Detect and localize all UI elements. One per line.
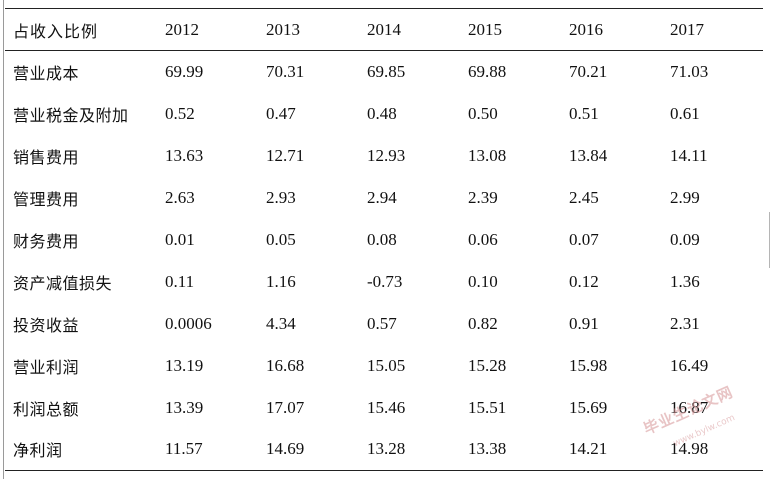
value-cell: 0.82 bbox=[468, 313, 498, 333]
value-cell: -0.73 bbox=[367, 271, 403, 291]
value-cell: 0.52 bbox=[165, 103, 195, 123]
value-cell: 0.47 bbox=[266, 103, 296, 123]
value-cell: 0.07 bbox=[569, 229, 599, 249]
row-label: 净利润 bbox=[5, 428, 157, 471]
value-cell: 0.48 bbox=[367, 103, 397, 123]
value-cell: 0.01 bbox=[165, 229, 195, 249]
row-label: 利润总额 bbox=[13, 399, 80, 419]
value-cell: 0.91 bbox=[569, 313, 599, 333]
table-row: 财务费用 0.01 0.05 0.08 0.06 0.07 0.09 bbox=[5, 219, 763, 261]
row-label: 销售费用 bbox=[13, 147, 80, 167]
table-row: 销售费用 13.63 12.71 12.93 13.08 13.84 14.11 bbox=[5, 135, 763, 177]
table-row: 营业利润 13.19 16.68 15.05 15.28 15.98 16.49 bbox=[5, 345, 763, 387]
value-cell: 0.06 bbox=[468, 229, 498, 249]
value-cell: 16.87 bbox=[670, 397, 709, 417]
value-cell: 13.39 bbox=[165, 397, 204, 417]
value-cell: 0.10 bbox=[468, 271, 498, 291]
value-cell: 15.98 bbox=[569, 355, 608, 375]
header-cell-year: 2015 bbox=[460, 8, 561, 51]
table-row: 资产减值损失 0.11 1.16 -0.73 0.10 0.12 1.36 bbox=[5, 261, 763, 303]
value-cell: 14.21 bbox=[561, 428, 662, 471]
header-cell-year: 2012 bbox=[157, 8, 258, 51]
row-label: 营业成本 bbox=[13, 63, 80, 83]
value-cell: 2.93 bbox=[266, 187, 296, 207]
value-cell: 0.12 bbox=[569, 271, 599, 291]
value-cell: 71.03 bbox=[670, 61, 709, 81]
value-cell: 2.94 bbox=[367, 187, 397, 207]
value-cell: 16.68 bbox=[266, 355, 305, 375]
value-cell: 0.05 bbox=[266, 229, 296, 249]
value-cell: 0.11 bbox=[165, 271, 195, 291]
value-cell: 2.99 bbox=[670, 187, 700, 207]
row-label: 营业税金及附加 bbox=[13, 105, 129, 125]
value-cell: 16.49 bbox=[670, 355, 709, 375]
row-label: 管理费用 bbox=[13, 189, 80, 209]
value-cell: 13.38 bbox=[460, 428, 561, 471]
value-cell: 4.34 bbox=[266, 313, 296, 333]
value-cell: 2.31 bbox=[670, 313, 700, 333]
value-cell: 0.61 bbox=[670, 103, 700, 123]
table-row: 净利润 11.57 14.69 13.28 13.38 14.21 14.98 bbox=[5, 428, 763, 471]
value-cell: 0.08 bbox=[367, 229, 397, 249]
value-cell: 2.45 bbox=[569, 187, 599, 207]
value-cell: 70.21 bbox=[569, 61, 608, 81]
table-header: 占收入比例 2012 2013 2014 2015 2016 2017 bbox=[5, 8, 763, 51]
value-cell: 12.93 bbox=[367, 145, 406, 165]
value-cell: 13.63 bbox=[165, 145, 204, 165]
value-cell: 0.51 bbox=[569, 103, 599, 123]
table-row: 营业税金及附加 0.52 0.47 0.48 0.50 0.51 0.61 bbox=[5, 93, 763, 135]
header-cell-year: 2013 bbox=[258, 8, 359, 51]
value-cell: 2.39 bbox=[468, 187, 498, 207]
value-cell: 0.50 bbox=[468, 103, 498, 123]
value-cell: 15.05 bbox=[367, 355, 406, 375]
row-label: 财务费用 bbox=[13, 231, 80, 251]
value-cell: 0.57 bbox=[367, 313, 397, 333]
value-cell: 69.88 bbox=[468, 61, 507, 81]
value-cell: 13.84 bbox=[569, 145, 608, 165]
page-left-rule bbox=[3, 0, 4, 479]
header-cell-label: 占收入比例 bbox=[5, 8, 157, 51]
value-cell: 15.28 bbox=[468, 355, 507, 375]
header-cell-year: 2014 bbox=[359, 8, 460, 51]
value-cell: 13.19 bbox=[165, 355, 204, 375]
value-cell: 12.71 bbox=[266, 145, 305, 165]
value-cell: 0.09 bbox=[670, 229, 700, 249]
table-row: 利润总额 13.39 17.07 15.46 15.51 15.69 16.87 bbox=[5, 387, 763, 429]
value-cell: 13.28 bbox=[359, 428, 460, 471]
row-label: 营业利润 bbox=[13, 357, 80, 377]
value-cell: 17.07 bbox=[266, 397, 305, 417]
value-cell: 15.46 bbox=[367, 397, 406, 417]
table-row: 营业成本 69.99 70.31 69.85 69.88 70.21 71.03 bbox=[5, 51, 763, 93]
value-cell: 14.98 bbox=[662, 428, 763, 471]
value-cell: 69.99 bbox=[165, 61, 204, 81]
value-cell: 1.16 bbox=[266, 271, 296, 291]
value-cell: 0.0006 bbox=[165, 313, 212, 333]
header-cell-year: 2016 bbox=[561, 8, 662, 51]
page-right-edge-mark bbox=[769, 212, 770, 268]
value-cell: 15.51 bbox=[468, 397, 507, 417]
table-body: 营业成本 69.99 70.31 69.85 69.88 70.21 71.03 营业税金及附… bbox=[5, 51, 763, 471]
financial-ratio-table: 占收入比例 2012 2013 2014 2015 2016 2017 营业成本… bbox=[5, 8, 763, 471]
value-cell: 70.31 bbox=[266, 61, 305, 81]
value-cell: 69.85 bbox=[367, 61, 406, 81]
value-cell: 2.63 bbox=[165, 187, 195, 207]
value-cell: 15.69 bbox=[569, 397, 608, 417]
header-cell-year: 2017 bbox=[662, 8, 763, 51]
value-cell: 13.08 bbox=[468, 145, 507, 165]
row-label: 资产减值损失 bbox=[13, 273, 113, 293]
value-cell: 14.11 bbox=[670, 145, 708, 165]
table-row: 投资收益 0.0006 4.34 0.57 0.82 0.91 2.31 bbox=[5, 303, 763, 345]
header-row: 占收入比例 2012 2013 2014 2015 2016 2017 bbox=[5, 8, 763, 51]
value-cell: 11.57 bbox=[157, 428, 258, 471]
value-cell: 14.69 bbox=[258, 428, 359, 471]
table-row: 管理费用 2.63 2.93 2.94 2.39 2.45 2.99 bbox=[5, 177, 763, 219]
value-cell: 1.36 bbox=[670, 271, 700, 291]
row-label: 投资收益 bbox=[13, 315, 80, 335]
